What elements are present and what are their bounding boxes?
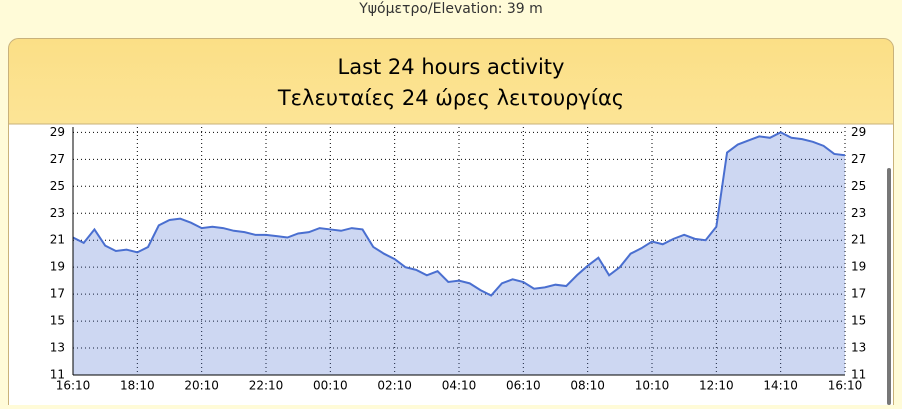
x-tick-label: 00:10: [313, 379, 348, 393]
y-tick-label: 29: [50, 125, 65, 139]
x-tick-label: 20:10: [184, 379, 219, 393]
y-tick-label: 11: [50, 368, 65, 382]
y-tick-label-right: 17: [851, 287, 866, 301]
y-tick-label-right: 27: [851, 152, 866, 166]
y-tick-label-right: 11: [851, 368, 866, 382]
y-tick-label-right: 21: [851, 233, 866, 247]
line: [72, 131, 846, 297]
plot-background: [9, 124, 893, 405]
y-tick-label: 25: [50, 179, 65, 193]
y-tick-label: 21: [50, 233, 65, 247]
x-tick-label: 14:10: [763, 379, 798, 393]
y-tick-label-right: 19: [851, 260, 866, 274]
y-tick-label: 17: [50, 287, 65, 301]
x-tick-label: 06:10: [506, 379, 541, 393]
chart-title: Last 24 hours activity: [338, 55, 565, 79]
x-tick-label: 22:10: [249, 379, 284, 393]
y-tick-label: 15: [50, 314, 65, 328]
x-tick-label: 18:10: [120, 379, 155, 393]
y-tick-label-right: 29: [851, 125, 866, 139]
y-tick-label: 27: [50, 152, 65, 166]
y-tick-label-right: 13: [851, 341, 866, 355]
x-tick-label: 04:10: [442, 379, 477, 393]
x-tick-label: 16:10: [56, 379, 91, 393]
x-tick-label: 10:10: [635, 379, 670, 393]
scrollbar[interactable]: [887, 168, 891, 405]
x-tick-label: 08:10: [570, 379, 605, 393]
y-tick-label: 13: [50, 341, 65, 355]
x-tick-label: 12:10: [699, 379, 734, 393]
x-tick-label: 02:10: [377, 379, 412, 393]
y-tick-label-right: 25: [851, 179, 866, 193]
y-tick-label-right: 15: [851, 314, 866, 328]
y-tick-label: 19: [50, 260, 65, 274]
chart-subtitle: Τελευταίες 24 ώρες λειτουργίας: [277, 86, 624, 110]
area-fill: [73, 132, 845, 375]
elevation: Υψόμετρο/Elevation: 39 m: [358, 1, 543, 17]
y-tick-label-right: 23: [851, 206, 866, 220]
x-tick-label: 16:10: [828, 379, 863, 393]
y-tick-label: 23: [50, 206, 65, 220]
